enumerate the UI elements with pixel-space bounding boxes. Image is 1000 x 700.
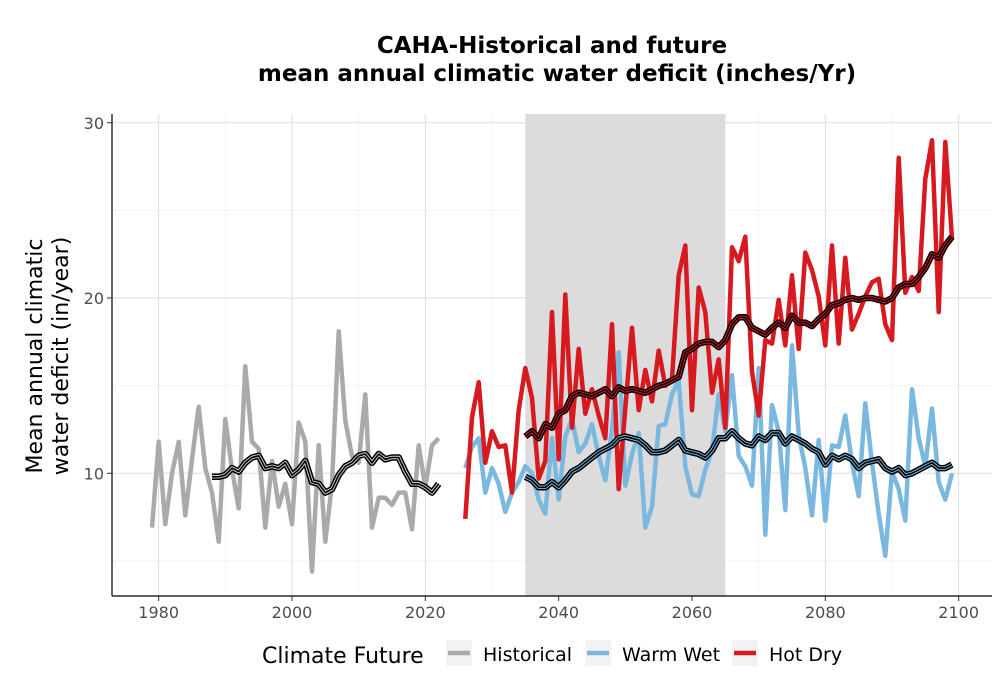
historical-trend-line: [212, 453, 440, 494]
warm-wet-trend-line: [524, 430, 953, 489]
legend-label-warm-wet: Warm Wet: [622, 644, 720, 666]
legend: Climate Future Historical Warm Wet Hot Dry: [262, 640, 842, 669]
series-line-hot-dry: [463, 138, 955, 520]
x-tick-label: 2100: [938, 603, 979, 622]
y-axis-label: Mean annual climatic water deficit (in/y…: [23, 237, 74, 476]
y-axis-label-line1: Mean annual climatic: [23, 239, 48, 474]
y-axis-label-line2: water deficit (in/year): [49, 237, 74, 476]
y-tick-label: 20: [84, 289, 104, 308]
x-tick-label: 2000: [272, 603, 313, 622]
series-line-historical: [149, 329, 441, 574]
x-tick-label: 2040: [538, 603, 579, 622]
hot-dry-trend-line: [524, 236, 953, 440]
x-tick-label: 2020: [405, 603, 446, 622]
y-tick-label: 30: [84, 114, 104, 133]
chart-title: CAHA-Historical and future: [377, 33, 727, 59]
x-tick-label: 2080: [805, 603, 846, 622]
legend-label-hot-dry: Hot Dry: [769, 644, 842, 666]
series-line-warm-wet: [463, 343, 955, 558]
y-tick-label: 10: [84, 464, 104, 483]
legend-label-historical: Historical: [483, 644, 572, 666]
chart-subtitle: mean annual climatic water deficit (inch…: [258, 61, 856, 87]
x-tick-label: 1980: [138, 603, 179, 622]
legend-title: Climate Future: [262, 644, 424, 669]
plot-area: 10 20 30 1980 2000 2020 2040 2060 2080 2100: [84, 114, 992, 622]
x-tick-label: 2060: [672, 603, 713, 622]
